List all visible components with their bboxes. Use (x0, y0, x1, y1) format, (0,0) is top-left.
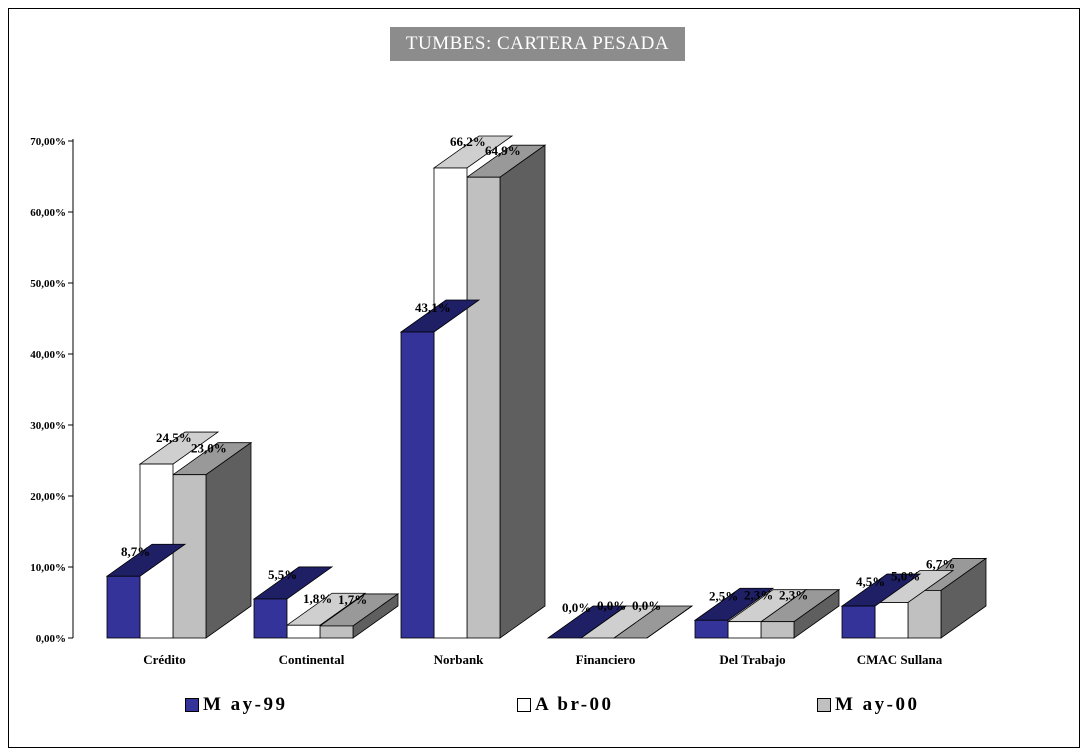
y-tick-label: 10,00% (30, 562, 66, 574)
data-label: 5,5% (268, 567, 297, 582)
legend-label-may-99: M ay-99 (203, 694, 288, 715)
bar-side-face (205, 441, 252, 639)
data-label: 2,3% (744, 588, 773, 603)
y-tick-label: 60,00% (30, 207, 66, 219)
bar (400, 331, 435, 639)
x-category-label: Continental (279, 652, 345, 667)
bar-top-face (546, 605, 628, 639)
data-label: 66,2% (450, 134, 486, 149)
bar (286, 624, 321, 639)
legend-swatch-abr-00 (517, 698, 531, 712)
x-category-label: Del Trabajo (719, 652, 785, 667)
data-label: 0,0% (562, 600, 591, 615)
bar-chart: 0,00% 10,00% 20,00% 30,00% 40,00% 50,00% 60,00… (30, 134, 988, 667)
bar-side-face (646, 605, 693, 639)
chart-title: TUMBES: CARTERA PESADA (390, 27, 685, 61)
x-category-label: Financiero (576, 652, 636, 667)
data-label: 1,8% (303, 591, 332, 606)
bar (466, 176, 501, 639)
legend-item-may-00: M ay-00 (817, 694, 920, 716)
bar (841, 605, 876, 639)
legend-item-may-99: M ay-99 (185, 694, 288, 716)
legend-item-abr-00: A br-00 (517, 694, 614, 716)
x-category-label: Norbank (434, 652, 485, 667)
legend-swatch-may-99 (185, 698, 199, 712)
data-label: 6,7% (926, 556, 955, 571)
data-label: 4,5% (856, 574, 885, 589)
data-label: 24,5% (156, 430, 192, 445)
bar (727, 621, 762, 639)
y-tick-label: 0,00% (36, 633, 66, 645)
data-label: 5,0% (891, 569, 920, 584)
bar (172, 474, 207, 639)
data-label: 8,7% (121, 544, 150, 559)
legend-label-abr-00: A br-00 (535, 694, 614, 715)
data-label: 0,0% (597, 598, 626, 613)
bar (433, 167, 468, 639)
legend-label-may-00: M ay-00 (835, 694, 920, 715)
data-label: 2,5% (709, 588, 738, 603)
data-label: 64,9% (485, 143, 521, 158)
bar (253, 598, 288, 639)
bar-side-face (499, 144, 546, 639)
bar (319, 625, 354, 639)
y-tick-label: 50,00% (30, 278, 66, 290)
bar (694, 619, 729, 639)
bar (874, 602, 909, 639)
data-label: 0,0% (632, 598, 661, 613)
data-label: 43,1% (415, 300, 451, 315)
data-label: 23,0% (191, 441, 227, 456)
x-category-label: Crédito (143, 652, 186, 667)
x-category-label: CMAC Sullana (857, 652, 943, 667)
y-tick-label: 70,00% (30, 136, 66, 148)
y-tick-label: 20,00% (30, 491, 66, 503)
y-tick-label: 40,00% (30, 349, 66, 361)
legend-swatch-may-00 (817, 698, 831, 712)
data-label: 1,7% (338, 592, 367, 607)
data-label: 2,3% (779, 588, 808, 603)
bar (760, 621, 795, 639)
y-tick-label: 30,00% (30, 420, 66, 432)
bar (106, 575, 141, 639)
